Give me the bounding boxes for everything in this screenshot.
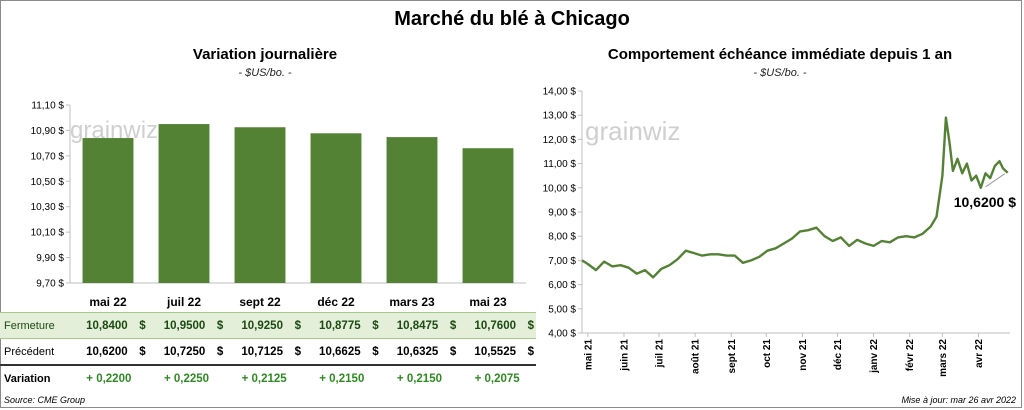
y-tick-label: 6,00 $ [548,280,576,291]
currency: $ [362,312,381,339]
x-tick-label: juin 21 [619,339,630,372]
y-tick-label: 10,30 $ [31,202,65,213]
bar-chart: grainwiz 9,70 $9,90 $10,10 $10,30 $10,50… [31,101,526,309]
table-cell: 10,7125 [225,338,285,366]
price-table: Fermeture 10,8400 $ 10,9500 $ 10,9250 $ 10,… [0,312,536,391]
currency: $ [518,338,536,366]
y-tick-label: 10,50 $ [31,177,65,188]
table-cell: 10,6325 [380,338,441,366]
x-tick-label: juil 21 [654,339,665,369]
x-tick-label: janv 22 [869,339,880,374]
y-tick-label: 10,90 $ [31,126,65,137]
bar [310,133,362,283]
x-tick-label: févr 22 [905,339,916,372]
y-tick-label: 11,00 $ [543,159,576,170]
x-tick-label: août 21 [691,339,702,374]
currency: $ [440,312,459,339]
y-tick-label: 9,90 $ [36,253,64,264]
source-note: Source: CME Group [4,395,86,405]
watermark: grainwiz [585,116,680,146]
variation-cell: + 0,2150 [396,372,442,385]
y-tick-label: 12,00 $ [543,135,577,146]
bar [82,138,134,283]
table-cell: 10,6625 [302,338,363,366]
page-title: Marché du blé à Chicago [394,8,630,30]
currency: $ [440,338,459,366]
table-row: Variation + 0,2200 + 0,2250 + 0,2125 + 0… [0,365,536,391]
update-note: Mise à jour: mar 26 avr 2022 [901,395,1016,405]
x-tick-label: juil 22 [166,295,201,309]
row-label: Variation [4,372,51,385]
x-tick-label: mars 23 [389,295,435,309]
right-chart-title: Comportement échéance immédiate depuis 1… [607,46,953,63]
row-label: Fermeture [0,312,70,339]
table-cell: 10,8775 [302,312,363,339]
variation-cell: + 0,2250 [163,372,210,385]
x-tick-label: mai 21 [583,339,594,371]
table-cell: 10,9250 [225,312,285,339]
y-tick-label: 13,00 $ [543,111,577,122]
table-cell: 10,7600 [458,312,518,339]
x-tick-label: déc 21 [833,339,844,371]
y-tick-label: 11,10 $ [31,101,64,112]
row-label: Précédent [0,338,70,366]
y-tick-label: 5,00 $ [548,304,576,315]
line-chart: grainwiz 4,00 $ 5,00 $ 6,00 $ 7,00 $ 8,00 $ 9… [543,87,1017,377]
currency: $ [362,338,381,366]
y-tick-label: 14,00 $ [543,87,577,98]
table-row: Fermeture 10,8400 $ 10,9500 $ 10,9250 $ 10,… [0,312,536,339]
x-tick-label: mai 22 [89,295,127,309]
price-series-line [581,116,1009,279]
variation-cell: + 0,2200 [86,372,132,385]
y-tick-label: 10,00 $ [543,183,577,194]
currency: $ [207,312,226,339]
table-cell: 10,5525 [458,338,518,366]
x-tick-label: nov 21 [798,339,809,371]
variation-cell: + 0,2075 [474,372,520,385]
y-tick-label: 9,00 $ [548,208,576,219]
variation-cell: + 0,2125 [241,372,287,385]
x-tick-label: mars 22 [938,339,949,377]
currency: $ [284,338,303,366]
table-cell: 10,9500 [147,312,208,339]
y-tick-label: 7,00 $ [548,256,576,267]
variation-cell: + 0,2150 [319,372,365,385]
bar [462,148,514,283]
currency: $ [518,312,536,339]
table-cell: 10,7250 [147,338,208,366]
x-tick-label: mai 23 [469,295,507,309]
y-tick-label: 4,00 $ [548,329,576,340]
x-tick-label: déc 22 [317,295,355,309]
table-cell: 10,8400 [70,312,130,339]
last-price-label: 10,6200 $ [954,194,1016,210]
left-chart-unit: - $US/bo. - [238,67,292,79]
currency: $ [129,338,148,366]
last-price-leader [985,173,1005,188]
bar [234,127,286,283]
currency: $ [207,338,226,366]
y-tick-label: 10,10 $ [31,228,65,239]
x-tick-label: sept 21 [727,339,738,374]
x-tick-label: avr 22 [974,339,985,368]
currency: $ [129,312,148,339]
y-tick-label: 10,70 $ [31,151,65,162]
x-tick-label: oct 21 [762,339,773,368]
bar [158,124,210,283]
bar [386,137,438,283]
y-tick-label: 9,70 $ [36,279,64,290]
y-tick-label: 8,00 $ [548,232,576,243]
table-cell: 10,8475 [380,312,441,339]
right-chart-unit: - $US/bo. - [753,67,807,79]
left-chart-title: Variation journalière [192,46,338,63]
x-tick-label: sept 22 [239,295,281,309]
currency: $ [284,312,303,339]
table-row: Précédent 10,6200 $ 10,7250 $ 10,7125 $ 10,… [0,338,536,366]
table-cell: 10,6200 [70,338,130,366]
